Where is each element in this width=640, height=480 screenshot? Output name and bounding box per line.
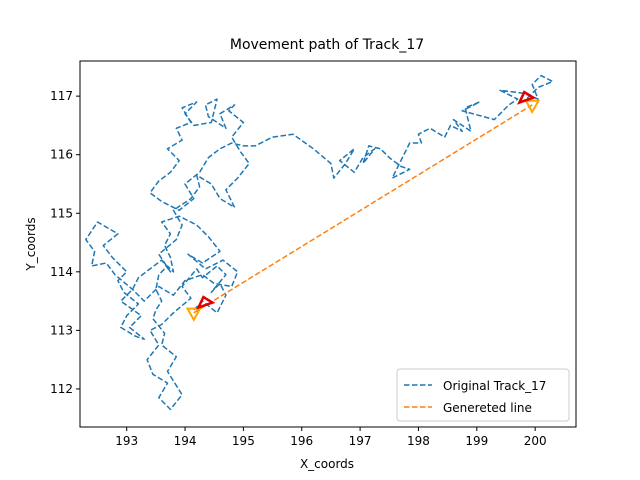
- x-tick-label: 197: [349, 434, 372, 448]
- plot-area: 193 194 195 196 197 198 199 200 112 113 114 115 116 1…: [50, 60, 577, 448]
- y-tick-label: 113: [50, 323, 73, 337]
- marker-end-generated: [524, 99, 541, 114]
- marker-start-original: [196, 295, 216, 310]
- chart-title: Movement path of Track_17: [230, 37, 424, 53]
- legend-label-original: Original Track_17: [443, 379, 546, 393]
- x-tick-label: 200: [524, 434, 547, 448]
- x-tick-label: 193: [115, 434, 138, 448]
- legend: Original Track_17 Genereted line: [396, 368, 570, 422]
- y-tick-label: 116: [50, 148, 73, 162]
- y-tick-label: 114: [50, 265, 73, 279]
- y-tick-label: 112: [50, 382, 73, 396]
- x-axis-label: X_coords: [300, 457, 354, 471]
- legend-label-generated: Genereted line: [443, 401, 532, 415]
- marker-end-original: [517, 90, 537, 105]
- x-tick-label: 198: [407, 434, 430, 448]
- y-tick-label: 117: [50, 89, 73, 103]
- legend-box: [396, 368, 570, 422]
- x-tick-label: 199: [465, 434, 488, 448]
- y-tick-label: 115: [50, 206, 73, 220]
- marker-start-generated: [185, 307, 202, 322]
- x-tick-label: 194: [174, 434, 197, 448]
- x-tick-label: 196: [290, 434, 313, 448]
- series-line-1: [193, 104, 533, 314]
- axes-frame: [79, 60, 577, 428]
- y-axis-label: Y_coords: [24, 217, 38, 271]
- series-line-0: [85, 74, 554, 411]
- x-tick-label: 195: [232, 434, 255, 448]
